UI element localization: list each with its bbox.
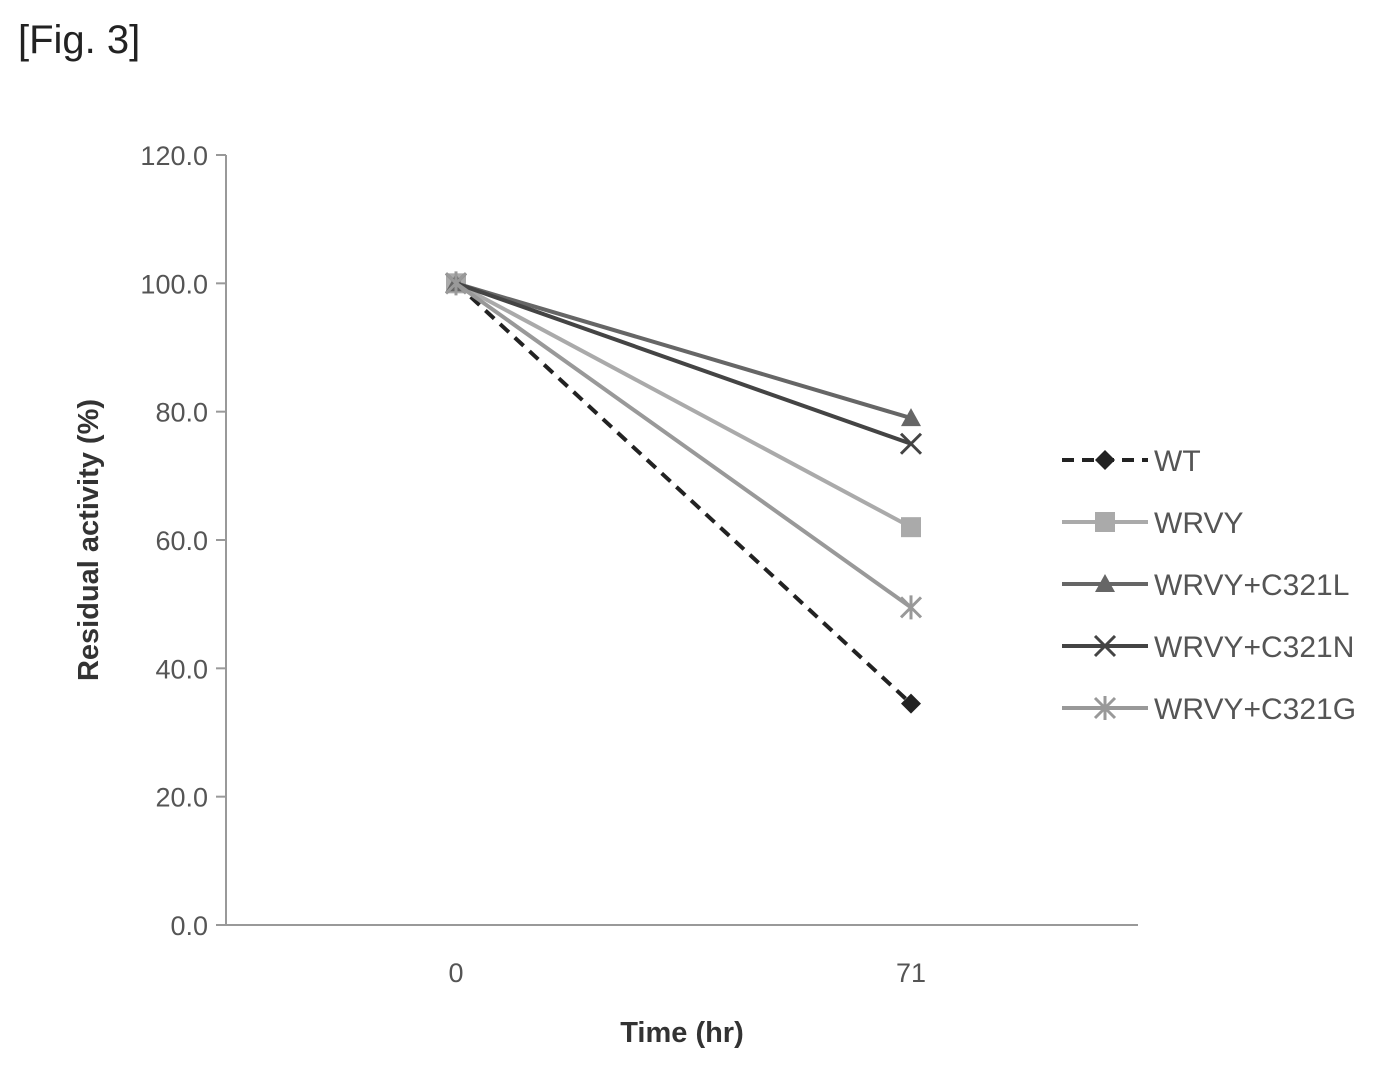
legend-marker [1095,512,1115,532]
series-line [455,281,912,529]
x-tick-label: 0 [448,958,463,988]
y-tick-label: 120.0 [140,141,208,171]
y-tick-label: 100.0 [140,269,208,299]
data-point [444,271,468,296]
data-point [899,432,923,455]
legend-marker [1093,696,1117,720]
series-wrvy [446,273,921,538]
y-tick-label: 80.0 [155,398,208,428]
series-line [454,281,913,610]
series-line [455,281,912,421]
x-tick-labels: 0 71 [448,958,926,988]
legend-entry: WRVY+C321N [1062,631,1354,664]
data-point [901,517,921,538]
y-tick-label: 40.0 [155,654,208,684]
data-point [901,693,921,714]
legend-entry: WRVY+C321L [1062,569,1349,602]
series-line [454,281,913,706]
legend-entry: WRVY+C321G [1062,693,1356,726]
y-tick-label: 60.0 [155,526,208,556]
legend-label: WRVY [1154,507,1243,540]
legend-label: WRVY+C321G [1154,693,1356,726]
legend-label: WRVY+C321L [1154,569,1349,602]
legend-marker [1093,634,1117,658]
legend-entry: WRVY [1062,507,1243,540]
series-line [455,281,912,446]
legend: WT WRVY WRVY+C321L WRVY+C321N WRVY+C321G [1062,445,1356,726]
y-tick-label: 0.0 [170,911,208,941]
data-point [899,595,923,620]
legend-marker [1095,450,1115,470]
data-point [901,408,921,427]
series-wrvy-c321g [444,271,923,620]
y-tick-labels: 0.0 20.0 40.0 60.0 80.0 100.0 120.0 [140,141,226,941]
series-lines [444,271,923,714]
y-tick-label: 20.0 [155,783,208,813]
legend-label: WRVY+C321N [1154,631,1354,664]
y-axis-label: Residual activity (%) [73,399,105,681]
axes [225,155,1138,926]
legend-marker [1095,574,1115,592]
figure-label: [Fig. 3] [18,18,141,62]
x-axis-label: Time (hr) [620,1017,744,1049]
legend-label: WT [1154,445,1201,478]
x-tick-label: 71 [896,958,926,988]
legend-entry: WT [1062,445,1201,478]
